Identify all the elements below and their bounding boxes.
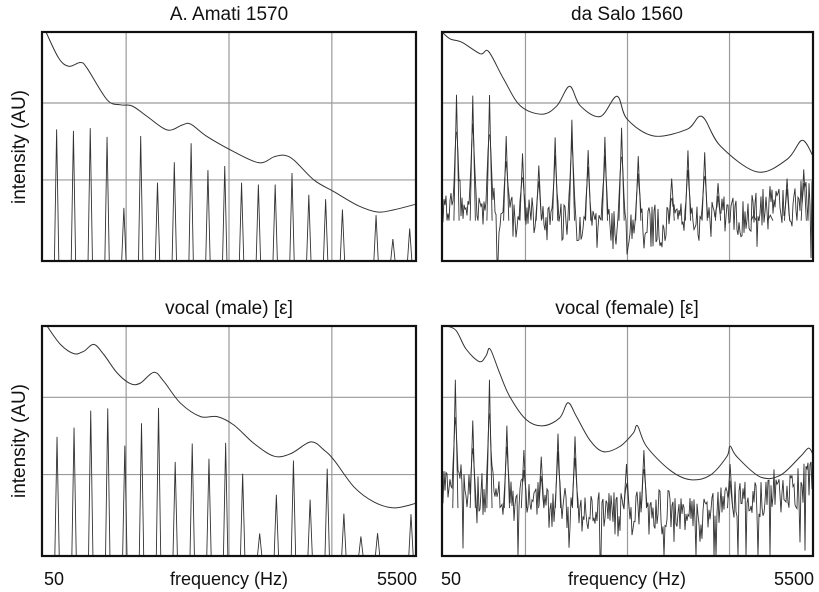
harmonic-peak — [54, 436, 60, 557]
harmonic-peak — [727, 463, 734, 509]
harmonic-peak — [273, 494, 280, 557]
harmonic-peak — [701, 152, 708, 221]
harmonic-peak — [87, 128, 93, 262]
y-axis-label-bottom: intensity (AU) — [9, 384, 30, 498]
harmonic-peak — [307, 499, 313, 557]
harmonic-peak — [358, 536, 364, 557]
harmonic-peak — [255, 184, 262, 262]
harmonic-peak — [373, 215, 379, 262]
harmonic-peak — [486, 94, 493, 221]
harmonic-peak — [341, 513, 347, 557]
panel-dasalo — [440, 30, 815, 263]
panel-frame — [440, 30, 815, 263]
harmonic-peak — [469, 420, 476, 509]
harmonic-peak — [189, 443, 195, 557]
harmonic-peak — [272, 184, 278, 262]
harmonic-peak — [322, 199, 329, 262]
harmonic-peak — [104, 136, 110, 262]
harmonic-peak — [503, 135, 510, 221]
harmonic-peak — [238, 182, 245, 262]
panel-frame — [40, 324, 418, 558]
panel-title-dasalo: da Salo 1560 — [571, 4, 683, 25]
harmonic-peak — [407, 228, 413, 262]
harmonic-peak — [784, 178, 791, 221]
harmonic-peak — [668, 178, 675, 221]
harmonic-peak — [105, 408, 111, 557]
harmonic-peak — [222, 165, 228, 262]
harmonic-peak — [684, 150, 691, 221]
harmonic-peak — [714, 183, 722, 221]
panel-vocal-male — [40, 324, 418, 558]
harmonic-peak — [623, 463, 630, 509]
panel-amati — [40, 30, 418, 263]
harmonic-peak — [53, 129, 60, 262]
x-tick-max-left: 5500 — [377, 569, 417, 589]
x-axis-label-right: frequency (Hz) — [568, 569, 686, 589]
harmonic-peak — [452, 379, 459, 509]
harmonic-peak — [289, 173, 295, 262]
harmonic-peak — [222, 442, 229, 557]
harmonic-peak — [172, 461, 178, 557]
harmonic-peak — [171, 162, 177, 262]
spectral-envelope-curve — [46, 325, 417, 509]
panel-vocal-female — [440, 324, 815, 558]
harmonic-peak — [535, 165, 542, 221]
harmonic-peak — [635, 156, 642, 221]
harmonic-peak — [188, 143, 194, 262]
harmonic-peak — [408, 514, 414, 557]
harmonic-peak — [88, 410, 94, 557]
harmonic-peak — [154, 182, 161, 262]
x-tick-max-right: 5500 — [774, 569, 814, 589]
harmonic-peak — [568, 119, 575, 221]
harmonic-peak — [640, 450, 647, 509]
harmonic-peak — [339, 209, 346, 262]
harmonic-peak — [538, 456, 545, 509]
harmonic-peak — [306, 194, 312, 262]
spectral-envelope-curve — [441, 31, 814, 173]
harmonic-peak — [618, 127, 625, 221]
y-axis-label-top: intensity (AU) — [9, 90, 30, 204]
harmonic-peak — [138, 423, 145, 557]
harmonic-peak — [155, 407, 162, 557]
harmonic-peak — [571, 436, 579, 509]
panel-frame — [440, 324, 815, 558]
spectral-envelope-curve — [445, 325, 814, 481]
panel-title-amati: A. Amati 1570 — [170, 4, 288, 25]
harmonic-peak — [205, 170, 211, 262]
harmonic-peak — [390, 238, 396, 262]
harmonic-peak — [767, 214, 774, 221]
harmonic-peak — [122, 445, 128, 557]
harmonic-peak — [486, 379, 493, 509]
harmonic-peak — [71, 427, 77, 557]
spectral-envelope-curve — [45, 31, 417, 213]
harmonic-peak — [601, 136, 608, 221]
x-axis-label-left: frequency (Hz) — [170, 569, 288, 589]
panel-title-vocal-female: vocal (female) [ε] — [555, 298, 699, 319]
harmonic-peak — [520, 449, 527, 509]
harmonic-peak — [750, 214, 757, 221]
harmonic-peak — [585, 150, 592, 221]
harmonic-peak — [554, 433, 562, 509]
x-tick-min-left: 50 — [44, 569, 64, 589]
panel-title-vocal-male: vocal (male) [ε] — [165, 298, 293, 319]
harmonic-peak — [257, 533, 263, 557]
harmonic-peak — [138, 135, 144, 262]
harmonic-peak — [240, 473, 246, 557]
x-tick-min-right: 50 — [441, 569, 461, 589]
harmonic-peak — [469, 95, 476, 221]
harmonic-peak — [206, 458, 212, 557]
harmonic-peak — [453, 94, 460, 221]
harmonic-peak — [374, 533, 381, 557]
harmonic-peak — [290, 460, 297, 557]
harmonic-peak — [552, 137, 559, 221]
harmonic-peak — [519, 153, 526, 221]
harmonic-peak — [70, 130, 77, 262]
harmonic-peak — [121, 207, 127, 262]
harmonic-peak — [503, 425, 510, 509]
harmonic-peak — [800, 169, 807, 221]
harmonic-peak — [324, 468, 330, 557]
panel-frame — [40, 30, 418, 263]
